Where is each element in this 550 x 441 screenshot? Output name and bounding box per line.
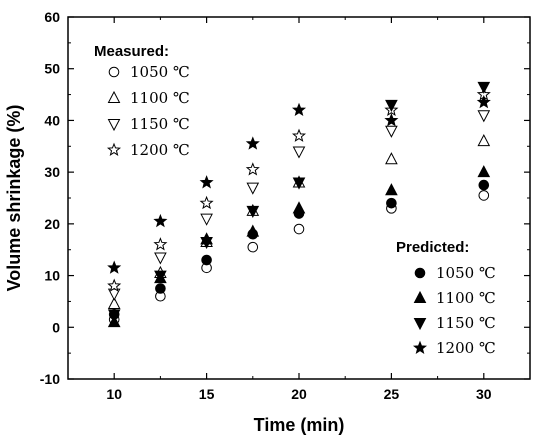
x-tick-label: 10 <box>106 386 122 402</box>
legend-measured: Measured: 1050 ℃ 1100 ℃ 1150 ℃ 1200 ℃ <box>94 43 190 159</box>
x-tick-label: 25 <box>384 386 400 402</box>
data-point <box>200 213 213 226</box>
data-point <box>107 288 121 301</box>
y-tick-label: 60 <box>44 9 60 25</box>
data-point <box>384 113 399 127</box>
y-axis-label: Volume shrinkage (%) <box>4 105 24 292</box>
data-point <box>107 309 121 322</box>
x-tick-label: 30 <box>476 386 492 402</box>
data-point <box>385 99 398 112</box>
legend-marker <box>413 290 427 303</box>
data-point <box>477 134 491 147</box>
data-point <box>293 223 305 235</box>
legend-marker <box>412 340 428 354</box>
legend-item: 1050 ℃ <box>108 63 190 81</box>
legend-item: 1150 ℃ <box>413 314 496 332</box>
series-predicted-star <box>107 94 491 274</box>
legend-label: 1150 ℃ <box>436 314 496 332</box>
data-point <box>385 152 398 165</box>
data-point <box>201 254 212 266</box>
data-point <box>291 102 307 117</box>
data-point <box>477 81 491 94</box>
data-point <box>107 260 122 274</box>
data-point <box>107 278 122 292</box>
legend-label: 1050 ℃ <box>130 63 190 81</box>
data-point <box>200 236 213 250</box>
y-tick-label: 20 <box>44 216 60 232</box>
series-predicted-triangle-down <box>107 81 491 322</box>
data-point <box>153 213 168 228</box>
data-point <box>154 270 167 283</box>
data-point <box>291 128 307 142</box>
series-measured-triangle-down <box>107 110 491 301</box>
y-tick-label: 0 <box>52 319 60 335</box>
y-tick-label: 40 <box>44 112 60 128</box>
data-point <box>246 182 260 195</box>
legend-marker <box>108 66 120 78</box>
data-point <box>292 201 306 214</box>
data-point <box>477 165 491 178</box>
legend-marker <box>414 267 426 279</box>
data-point <box>385 125 398 138</box>
x-tick-label: 15 <box>199 386 215 402</box>
legend-label: 1150 ℃ <box>130 115 190 133</box>
legend-label: 1200 ℃ <box>436 339 496 357</box>
legend-item: 1050 ℃ <box>414 264 496 282</box>
x-tick-label: 20 <box>291 386 307 402</box>
data-marks <box>107 81 491 328</box>
data-point <box>386 197 397 209</box>
legend-predicted: Predicted: 1050 ℃ 1100 ℃ 1150 ℃ 1200 ℃ <box>396 239 496 357</box>
data-point <box>247 241 259 253</box>
data-point <box>478 179 490 191</box>
data-point <box>246 205 260 219</box>
data-point <box>478 190 490 201</box>
x-axis-label: Time (min) <box>254 415 345 435</box>
y-tick-label: 10 <box>44 268 60 284</box>
data-point <box>155 283 166 294</box>
y-tick-label: 30 <box>44 164 60 180</box>
y-tick-label: -10 <box>40 371 60 387</box>
data-point <box>292 177 306 190</box>
data-point <box>154 252 167 265</box>
data-point <box>245 136 260 150</box>
legend-marker <box>106 142 122 156</box>
data-point <box>246 224 260 237</box>
data-point <box>476 94 491 109</box>
legend-marker <box>107 90 121 103</box>
data-point <box>199 175 214 189</box>
legend-label: 1200 ℃ <box>130 141 190 159</box>
data-point <box>245 162 260 176</box>
legend-item: 1200 ℃ <box>412 339 496 357</box>
legend-item: 1100 ℃ <box>413 289 496 307</box>
data-point <box>477 110 491 123</box>
legend-marker <box>413 318 427 331</box>
data-point <box>107 296 121 310</box>
legend-item: 1150 ℃ <box>107 115 190 133</box>
data-point <box>292 146 306 159</box>
data-point <box>153 237 168 251</box>
legend-item: 1100 ℃ <box>107 89 190 107</box>
data-point <box>199 195 214 210</box>
axis-ticks: 10 15 20 25 30 -10 0 10 20 30 40 50 60 <box>40 9 531 402</box>
legend-title: Measured: <box>94 43 169 60</box>
y-tick-label: 50 <box>44 61 60 77</box>
legend-label: 1100 ℃ <box>130 89 190 107</box>
legend-title: Predicted: <box>396 239 469 256</box>
legend-marker <box>107 119 121 132</box>
data-point <box>385 183 398 196</box>
legend-label: 1050 ℃ <box>436 264 496 282</box>
legend-label: 1100 ℃ <box>436 289 496 307</box>
legend-item: 1200 ℃ <box>106 141 190 159</box>
